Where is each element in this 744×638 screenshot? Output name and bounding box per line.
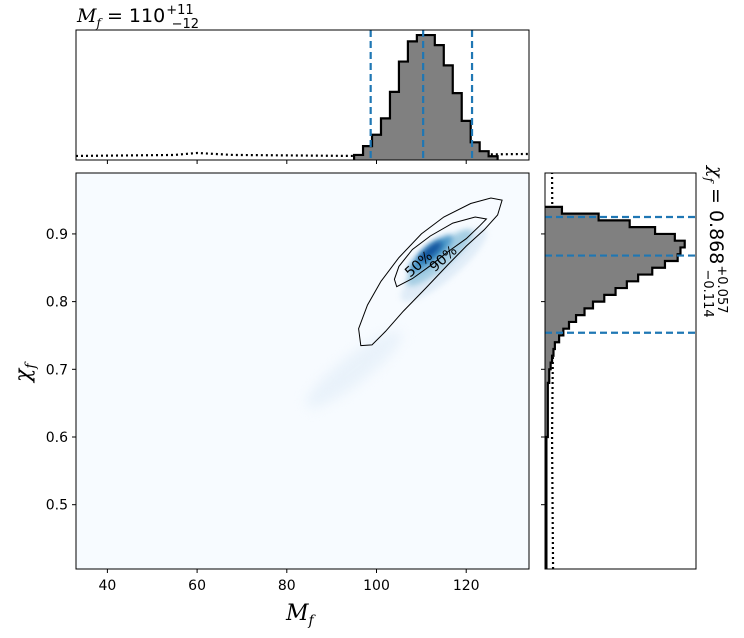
top-histogram-outline xyxy=(352,33,499,160)
density-blob-3 xyxy=(418,241,443,262)
ytick-label-2: 0.7 xyxy=(46,362,68,378)
xtick-label-0: 40 xyxy=(98,578,116,594)
xtick-label-2: 80 xyxy=(278,578,296,594)
xtick-label-4: 120 xyxy=(453,578,480,594)
contour-50 xyxy=(393,216,488,288)
density-tail xyxy=(306,330,403,408)
ytick-label-0: 0.5 xyxy=(46,498,68,514)
right-histogram-outline xyxy=(545,205,686,569)
top-marginal-panel: Mf = 110+11 −12 xyxy=(75,3,530,164)
xtick-label-1: 60 xyxy=(188,578,206,594)
density-blob-1 xyxy=(406,229,473,286)
right-title: χf = 0.868+0.057−0.114 xyxy=(700,164,729,318)
top-title: Mf = 110+11 −12 xyxy=(76,3,199,32)
right-marginal-panel: χf = 0.868+0.057−0.114 xyxy=(541,164,729,570)
right-histogram-fill xyxy=(545,206,685,569)
y-axis-label: χf xyxy=(11,361,39,384)
contour-90 xyxy=(358,197,503,347)
right-prior-line xyxy=(550,173,555,569)
xtick-label-3: 100 xyxy=(363,578,390,594)
top-histogram-fill xyxy=(354,35,498,160)
ytick-label-1: 0.6 xyxy=(46,430,68,446)
ytick-label-3: 0.8 xyxy=(46,295,68,311)
x-axis-label: Mf xyxy=(285,601,317,629)
ytick-label-4: 0.9 xyxy=(46,227,68,243)
